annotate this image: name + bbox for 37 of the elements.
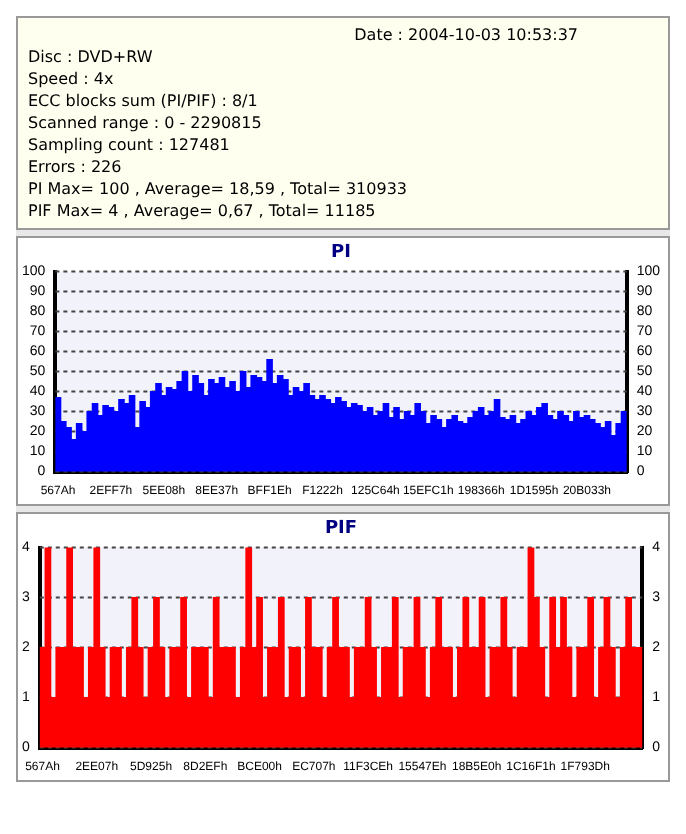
bar xyxy=(65,426,72,472)
bar xyxy=(77,646,84,748)
bar xyxy=(587,596,595,748)
bar xyxy=(500,596,508,748)
bar xyxy=(636,646,643,748)
bar xyxy=(153,596,160,748)
bar xyxy=(256,596,263,748)
text: ECC blocks sum (PI/PIF) : 8/1 xyxy=(28,90,260,112)
bar xyxy=(93,547,101,748)
bar xyxy=(180,596,187,748)
chart-title: PIF xyxy=(324,519,358,540)
text: Disc : DVD+RW xyxy=(28,46,155,68)
bar xyxy=(66,547,74,748)
bar xyxy=(277,596,285,748)
bar xyxy=(139,400,146,472)
bar xyxy=(86,410,94,472)
text: Sampling count : 127481 xyxy=(28,134,232,156)
text: Date : 2004-10-03 10:53:37 xyxy=(352,24,580,46)
bar xyxy=(294,646,301,748)
text: PIF Max= 4 , Average= 0,67 , Total= 11185 xyxy=(28,200,378,222)
bar xyxy=(446,646,453,748)
bar xyxy=(625,596,633,748)
bar xyxy=(549,596,557,748)
text: Errors : 226 xyxy=(28,156,124,178)
bar xyxy=(131,596,139,748)
bar xyxy=(462,596,470,748)
text: Scanned range : 0 - 2290815 xyxy=(28,112,264,134)
bar xyxy=(115,646,122,748)
chart-title: PI xyxy=(331,243,351,264)
bar xyxy=(332,596,339,748)
bar xyxy=(245,547,253,748)
bar xyxy=(391,596,399,748)
text: PI Max= 100 , Average= 18,59 , Total= 310933 xyxy=(28,178,410,200)
text: Speed : 4x xyxy=(28,68,116,90)
bar xyxy=(229,646,236,748)
bar xyxy=(560,596,567,748)
bar xyxy=(435,596,443,748)
